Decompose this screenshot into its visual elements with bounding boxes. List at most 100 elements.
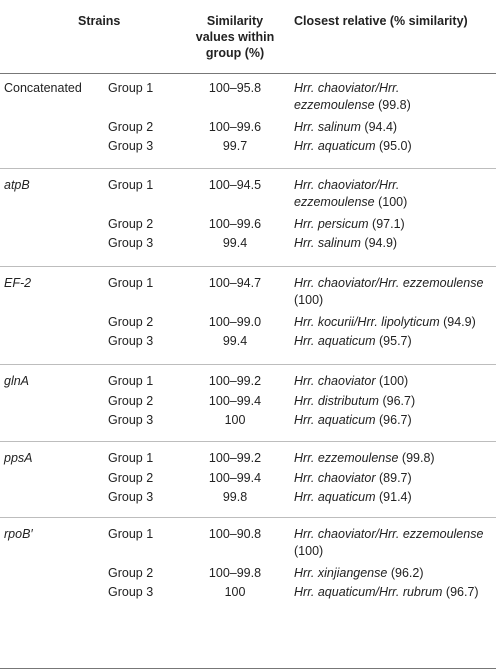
relative-name: Hrr. chaoviator/Hrr. (294, 81, 400, 95)
relative-name: Hrr. chaoviator (294, 471, 376, 485)
group-label: Group 3 (108, 490, 154, 504)
similarity-value: 100–99.6 (208, 217, 262, 231)
gene-label: EF-2 (4, 276, 32, 290)
similarity-value: 100–99.8 (208, 566, 262, 580)
group-label: Group 2 (108, 471, 154, 485)
bottom-rule (0, 668, 496, 669)
similarity-value: 100–99.2 (208, 451, 262, 465)
relative-name-continued: ezzemoulense (294, 195, 375, 209)
closest-relative-cell: Hrr. chaoviator/Hrr. ezzemoulense (99.8) (294, 80, 411, 114)
group-label: Group 3 (108, 585, 154, 599)
relative-percent: (95.7) (379, 334, 412, 348)
closest-relative-cell: Hrr. aquaticum (91.4) (294, 489, 412, 506)
relative-name: Hrr. aquaticum/Hrr. rubrum (294, 585, 443, 599)
relative-percent: (91.4) (379, 490, 412, 504)
gene-label: glnA (4, 374, 30, 388)
relative-name: Hrr. chaoviator/Hrr. (294, 178, 400, 192)
closest-relative-cell: Hrr. distributum (96.7) (294, 393, 415, 410)
similarity-value: 100–99.0 (208, 315, 262, 329)
group-label: Group 3 (108, 334, 154, 348)
relative-name: Hrr. aquaticum (294, 139, 376, 153)
group-label: Group 2 (108, 394, 154, 408)
group-label: Group 2 (108, 566, 154, 580)
closest-relative-cell: Hrr. chaoviator (100) (294, 373, 408, 390)
relative-percent: (96.2) (390, 566, 424, 580)
relative-percent: (100) (379, 374, 409, 388)
closest-relative-cell: Hrr. aquaticum (95.0) (294, 138, 412, 155)
relative-percent: (100) (378, 195, 408, 209)
similarity-value: 99.7 (222, 139, 248, 153)
section-divider (0, 364, 496, 365)
header-similarity-line2: values within (195, 30, 275, 44)
similarity-value: 100–95.8 (208, 81, 262, 95)
similarity-value: 99.4 (222, 334, 248, 348)
gene-label: atpB (4, 178, 30, 192)
closest-relative-cell: Hrr. aquaticum/Hrr. rubrum (96.7) (294, 584, 479, 601)
group-label: Group 1 (108, 81, 154, 95)
similarity-value: 100–99.6 (208, 120, 262, 134)
closest-relative-cell: Hrr. chaoviator/Hrr. ezzemoulense (100) (294, 526, 483, 560)
group-label: Group 1 (108, 527, 154, 541)
header-similarity-line1: Similarity (206, 14, 264, 28)
group-label: Group 1 (108, 276, 154, 290)
similarity-value: 100–99.2 (208, 374, 262, 388)
group-label: Group 1 (108, 374, 154, 388)
relative-percent: (100) (294, 293, 324, 307)
group-label: Group 1 (108, 178, 154, 192)
relative-name: Hrr. ezzemoulense (294, 451, 399, 465)
relative-name-continued: ezzemoulense (294, 98, 375, 112)
closest-relative-cell: Hrr. chaoviator/Hrr. ezzemoulense (100) (294, 177, 407, 211)
relative-name: Hrr. aquaticum (294, 490, 376, 504)
relative-percent: (89.7) (379, 471, 412, 485)
header-rule (0, 73, 496, 74)
closest-relative-cell: Hrr. salinum (94.9) (294, 235, 397, 252)
similarity-value: 100–94.7 (208, 276, 262, 290)
group-label: Group 3 (108, 236, 154, 250)
relative-percent: (99.8) (401, 451, 435, 465)
closest-relative-cell: Hrr. persicum (97.1) (294, 216, 405, 233)
header-similarity-line3: group (%) (205, 46, 265, 60)
gene-label: rpoB′ (4, 527, 33, 541)
relative-percent: (96.7) (379, 413, 412, 427)
group-label: Group 2 (108, 315, 154, 329)
relative-percent: (96.7) (445, 585, 479, 599)
similarity-value: 100 (224, 585, 246, 599)
section-divider (0, 517, 496, 518)
group-label: Group 2 (108, 120, 154, 134)
closest-relative-cell: Hrr. salinum (94.4) (294, 119, 397, 136)
group-label: Group 1 (108, 451, 154, 465)
similarity-value: 100 (224, 413, 246, 427)
closest-relative-cell: Hrr. chaoviator/Hrr. ezzemoulense (100) (294, 275, 483, 309)
group-label: Group 3 (108, 413, 154, 427)
header-strains: Strains (78, 14, 121, 28)
similarity-value: 100–99.4 (208, 394, 262, 408)
closest-relative-cell: Hrr. chaoviator (89.7) (294, 470, 412, 487)
relative-percent: (96.7) (382, 394, 416, 408)
similarity-value: 100–99.4 (208, 471, 262, 485)
relative-name: Hrr. aquaticum (294, 334, 376, 348)
gene-label: Concatenated (4, 81, 82, 95)
relative-percent: (94.4) (364, 120, 398, 134)
similarity-value: 100–90.8 (208, 527, 262, 541)
gene-label: ppsA (4, 451, 33, 465)
relative-name: Hrr. aquaticum (294, 413, 376, 427)
similarity-value: 100–94.5 (208, 178, 262, 192)
similarity-value: 99.4 (222, 236, 248, 250)
section-divider (0, 441, 496, 442)
relative-name: Hrr. xinjiangense (294, 566, 388, 580)
relative-name: Hrr. salinum (294, 120, 361, 134)
similarity-value: 99.8 (222, 490, 248, 504)
relative-name: Hrr. distributum (294, 394, 379, 408)
relative-name: Hrr. chaoviator/Hrr. ezzemoulense (294, 527, 484, 541)
section-divider (0, 168, 496, 169)
relative-name: Hrr. persicum (294, 217, 369, 231)
relative-name: Hrr. salinum (294, 236, 361, 250)
relative-name: Hrr. kocurii/Hrr. lipolyticum (294, 315, 440, 329)
section-divider (0, 266, 496, 267)
closest-relative-cell: Hrr. xinjiangense (96.2) (294, 565, 423, 582)
group-label: Group 2 (108, 217, 154, 231)
relative-name: Hrr. chaoviator/Hrr. ezzemoulense (294, 276, 484, 290)
relative-percent: (95.0) (379, 139, 412, 153)
header-closest-relative: Closest relative (% similarity) (294, 14, 468, 28)
